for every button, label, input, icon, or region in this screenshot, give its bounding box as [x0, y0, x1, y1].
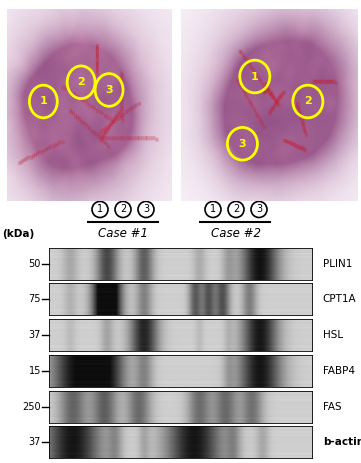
- Circle shape: [205, 201, 221, 218]
- Circle shape: [92, 201, 108, 218]
- Text: 1: 1: [97, 205, 103, 214]
- Text: 3: 3: [105, 85, 113, 95]
- Text: 75: 75: [28, 294, 41, 305]
- Text: 250: 250: [22, 401, 41, 412]
- Circle shape: [228, 201, 244, 218]
- Text: 50: 50: [29, 259, 41, 269]
- Text: 1: 1: [39, 96, 47, 106]
- Text: 2: 2: [77, 77, 85, 87]
- Text: 37: 37: [29, 330, 41, 340]
- Text: 3: 3: [256, 205, 262, 214]
- Text: FAS: FAS: [323, 401, 342, 412]
- Text: 2: 2: [120, 205, 126, 214]
- Text: 1: 1: [210, 205, 216, 214]
- Text: Case #2: Case #2: [211, 227, 261, 240]
- Text: b-actin: b-actin: [323, 438, 361, 447]
- Circle shape: [251, 201, 267, 218]
- Circle shape: [115, 201, 131, 218]
- Text: (kDa): (kDa): [2, 229, 34, 238]
- Text: PLIN1: PLIN1: [323, 259, 352, 269]
- Text: 3: 3: [143, 205, 149, 214]
- Text: 2: 2: [304, 96, 312, 106]
- Text: 15: 15: [29, 366, 41, 376]
- Text: 1: 1: [251, 71, 259, 81]
- Text: 2: 2: [233, 205, 239, 214]
- Text: 3: 3: [239, 139, 246, 149]
- Text: Case #1: Case #1: [98, 227, 148, 240]
- Text: HSL: HSL: [323, 330, 343, 340]
- Text: 37: 37: [29, 438, 41, 447]
- Text: FABP4: FABP4: [323, 366, 355, 376]
- Circle shape: [138, 201, 154, 218]
- Text: CPT1A: CPT1A: [323, 294, 356, 305]
